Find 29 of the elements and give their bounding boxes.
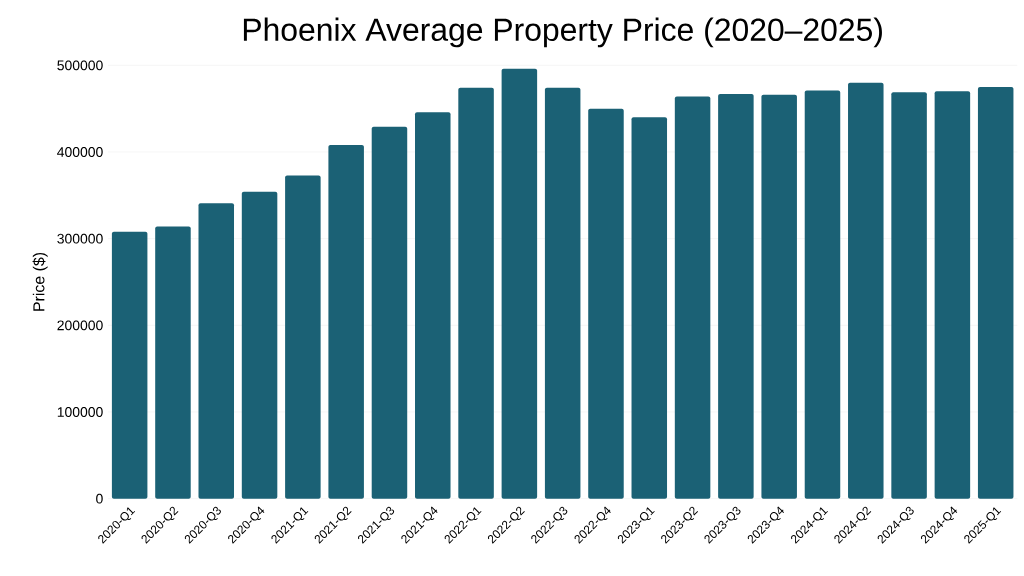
y-tick-label: 500000	[57, 60, 103, 71]
bar	[977, 86, 1014, 499]
y-tick-label: 400000	[57, 147, 103, 157]
bar	[544, 87, 581, 499]
y-tick-label: 100000	[57, 407, 103, 417]
bar	[848, 82, 884, 499]
bar	[155, 226, 191, 499]
bar	[241, 191, 278, 499]
bar	[415, 112, 451, 499]
bar	[458, 87, 494, 499]
bar	[674, 96, 711, 499]
bar	[934, 91, 971, 499]
chart-title: Phoenix Average Property Price (2020–2025)	[243, 17, 882, 48]
bar	[718, 93, 754, 499]
bar	[804, 90, 841, 499]
bar	[111, 231, 148, 499]
bar	[761, 94, 797, 499]
bar	[501, 68, 538, 499]
y-axis-title: Price ($)	[32, 252, 48, 311]
bar	[891, 92, 927, 499]
bar	[371, 126, 408, 499]
y-tick-label: 0	[96, 493, 103, 504]
bar	[285, 175, 321, 499]
bar	[198, 203, 235, 499]
bar	[588, 108, 624, 499]
y-tick-label: 200000	[57, 320, 103, 331]
bar	[631, 117, 668, 499]
bar	[328, 145, 364, 499]
y-tick-label: 300000	[57, 233, 103, 244]
